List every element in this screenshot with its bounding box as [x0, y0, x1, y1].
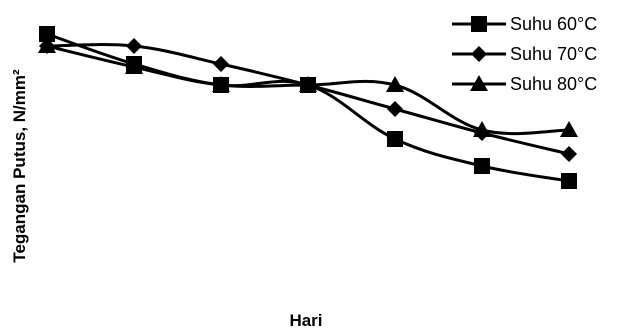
legend-marker-triangle: [470, 75, 488, 91]
legend-marker-square: [471, 16, 487, 32]
series-line-square: [46, 32, 570, 183]
data-point-triangle-3: [212, 76, 230, 92]
y-axis-title: Tegangan Putus, N/mm²: [10, 69, 29, 263]
data-point-triangle-5: [386, 76, 404, 92]
data-point-triangle-2: [125, 58, 143, 74]
legend: Suhu 60°C Suhu 70°C Suhu 80°C: [452, 14, 597, 94]
legend-label-triangle: Suhu 80°C: [510, 74, 597, 94]
x-axis-title: Hari: [289, 311, 322, 330]
legend-marker-diamond: [471, 46, 487, 62]
data-point-square-6: [474, 158, 490, 174]
legend-label-square: Suhu 60°C: [510, 14, 597, 34]
data-point-square-7: [561, 173, 577, 189]
data-point-diamond-7: [561, 146, 577, 162]
data-point-triangle-4: [299, 76, 317, 92]
data-point-diamond-2: [126, 38, 142, 54]
data-point-square-1: [39, 26, 55, 42]
series-lines: [46, 32, 570, 183]
data-point-square-5: [387, 131, 403, 147]
data-point-triangle-1: [38, 37, 56, 53]
series-markers: [38, 26, 578, 189]
data-point-diamond-5: [387, 101, 403, 117]
data-point-diamond-3: [213, 56, 229, 72]
legend-label-diamond: Suhu 70°C: [510, 44, 597, 64]
data-point-triangle-7: [560, 121, 578, 137]
data-point-triangle-6: [473, 121, 491, 137]
